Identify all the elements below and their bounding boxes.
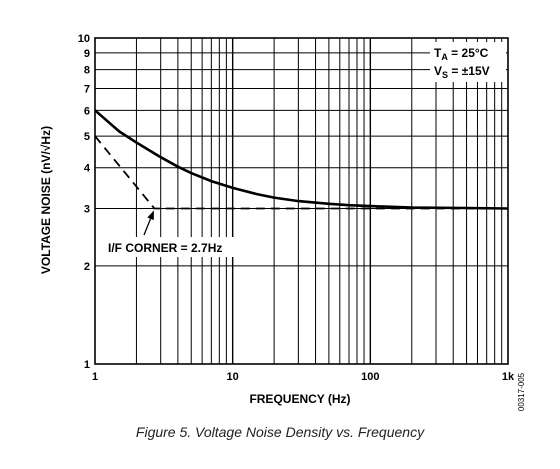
y-tick-label: 5 [84, 131, 90, 143]
y-tick-label: 9 [84, 48, 90, 60]
corner-arrowhead [147, 210, 154, 221]
tick-labels: 1 10 100 1k 1 2 3 4 5 6 7 8 9 10 [78, 33, 515, 383]
y-axis-title: VOLTAGE NOISE (nV/√Hz) [39, 126, 53, 274]
grid-lines [95, 38, 508, 364]
voltage-noise-curve [94, 109, 509, 210]
ta-condition: TA = 25°C [434, 46, 489, 62]
y-tick-label: 3 [84, 203, 90, 215]
corner-label-background [104, 237, 250, 257]
conditions-box-background [430, 42, 506, 82]
y-tick-label: 2 [84, 261, 90, 273]
y-tick-label: 4 [84, 163, 91, 175]
dashed-asymptote-line [94, 135, 508, 210]
plot-frame [94, 37, 509, 365]
y-tick-label: 6 [84, 105, 90, 117]
vs-condition: VS = ±15V [434, 64, 490, 80]
x-tick-label: 100 [361, 371, 379, 383]
y-tick-label: 10 [78, 33, 90, 45]
corner-annotation: I/F CORNER = 2.7Hz [104, 210, 250, 257]
x-tick-label: 1k [502, 371, 515, 383]
figure-caption: Figure 5. Voltage Noise Density vs. Freq… [135, 424, 425, 440]
corner-label: I/F CORNER = 2.7Hz [108, 241, 222, 255]
series-layer [94, 109, 509, 210]
conditions-box: TA = 25°C VS = ±15V [430, 42, 506, 82]
x-tick-label: 10 [227, 371, 239, 383]
figure-id: 00317-005 [517, 372, 526, 411]
x-tick-label: 1 [92, 371, 98, 383]
corner-arrow [143, 218, 152, 236]
y-tick-label: 7 [84, 83, 90, 95]
y-tick-label: 1 [84, 359, 90, 371]
y-tick-label: 8 [84, 65, 90, 77]
x-axis-title: FREQUENCY (Hz) [249, 392, 350, 406]
